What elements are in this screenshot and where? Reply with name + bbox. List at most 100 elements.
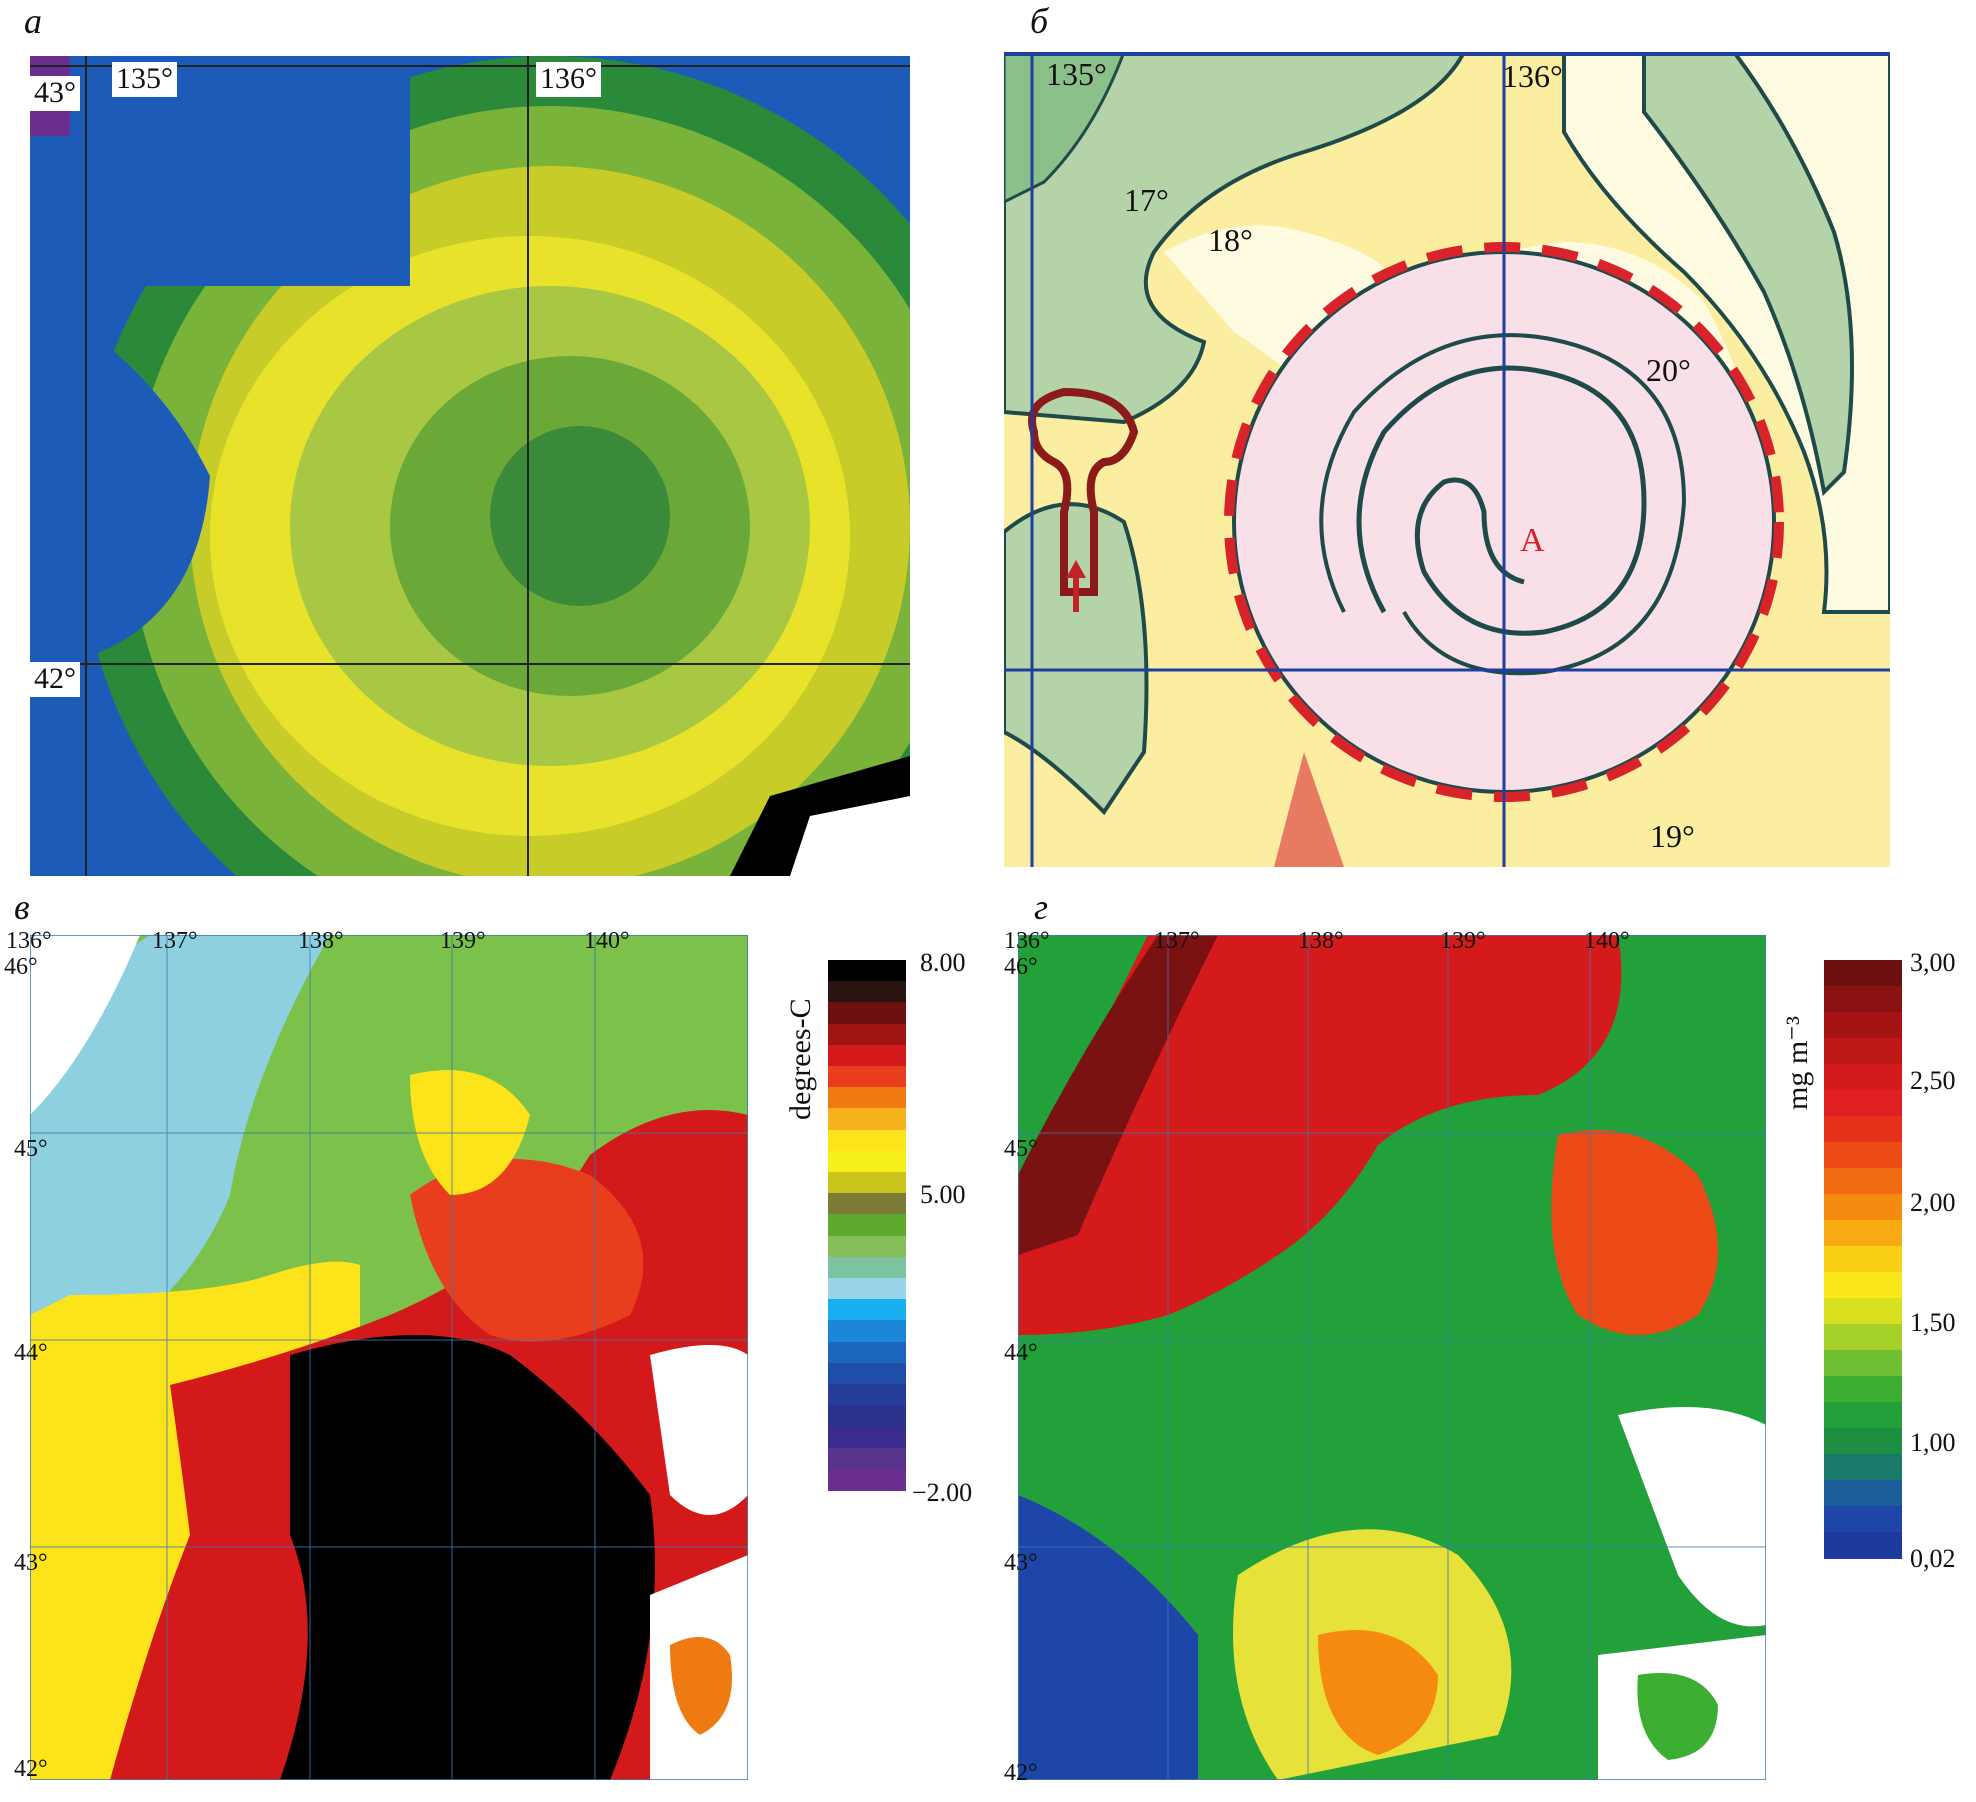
panel-a-sst-image xyxy=(30,56,910,876)
panel-a-lon-tick-135: 135° xyxy=(112,62,177,97)
panel-d-chlorophyll-image xyxy=(1018,935,1766,1780)
panel-d-lat-tick-44: 44° xyxy=(1004,1340,1038,1366)
panel-d-colorbar-swatch xyxy=(1824,1402,1902,1429)
panel-b-isotherm-19: 19° xyxy=(1650,818,1695,854)
panel-c-lon-tick-137: 137° xyxy=(152,928,198,954)
panel-d-colorbar-swatch xyxy=(1824,1428,1902,1455)
panel-d-colorbar-swatch xyxy=(1824,1168,1902,1195)
panel-d-lon-tick-138: 138° xyxy=(1298,928,1344,954)
panel-d-colorbar-swatch xyxy=(1824,1064,1902,1091)
panel-c-lon-tick-140: 140° xyxy=(584,928,630,954)
panel-c-lat-tick-45: 45° xyxy=(14,1136,48,1162)
panel-d-lat-tick-46: 46° xyxy=(1004,954,1038,980)
panel-d-colorbar-swatch xyxy=(1824,1350,1902,1377)
panel-d-colorbar-tick-2-00: 2,00 xyxy=(1910,1188,1956,1217)
panel-c-colorbar-swatch xyxy=(828,1172,906,1194)
panel-c-colorbar-swatch xyxy=(828,1426,906,1449)
panel-c-colorbar-swatch xyxy=(828,1405,906,1427)
panel-d-colorbar-swatch xyxy=(1824,1246,1902,1273)
panel-d-colorbar-swatch xyxy=(1824,1480,1902,1507)
panel-c-colorbar-swatch xyxy=(828,1108,906,1131)
panel-d-lat-tick-42: 42° xyxy=(1004,1760,1038,1786)
panel-c-colorbar-swatch xyxy=(828,1044,906,1067)
panel-c-colorbar-swatch xyxy=(828,1066,906,1088)
panel-c-lat-tick-44: 44° xyxy=(14,1340,48,1366)
panel-c-colorbar-swatch xyxy=(828,1087,906,1109)
panel-c-colorbar-swatch xyxy=(828,960,906,982)
panel-c: в 136° 137° 138° 139° 140° 46° 45° 4 xyxy=(0,880,1000,1802)
panel-c-label: в xyxy=(14,887,30,927)
panel-d-lon-tick-140: 140° xyxy=(1584,928,1630,954)
panel-c-lon-tick-139: 139° xyxy=(440,928,486,954)
panel-c-colorbar-swatch xyxy=(828,1256,906,1279)
panel-c-colorbar-swatch xyxy=(828,1193,906,1215)
panel-d-colorbar-swatch xyxy=(1824,1012,1902,1039)
panel-d-colorbar-tick-1-00: 1,00 xyxy=(1910,1428,1956,1457)
panel-c-colorbar-swatch xyxy=(828,1150,906,1173)
panel-a-lat-tick-43: 43° xyxy=(30,76,80,111)
panel-c-colorbar-swatch xyxy=(828,1214,906,1237)
panel-c-colorbar-swatch xyxy=(828,1468,906,1491)
panel-c-colorbar-swatch xyxy=(828,1002,906,1025)
panel-c-colorbar-swatch xyxy=(828,981,906,1003)
panel-d-lat-tick-43: 43° xyxy=(1004,1550,1038,1576)
panel-d-colorbar-tick-3-00: 3,00 xyxy=(1910,948,1956,977)
panel-c-colorbar-swatch xyxy=(828,1362,906,1385)
panel-d-colorbar-swatch xyxy=(1824,1116,1902,1143)
panel-c-lon-tick-136: 136° xyxy=(6,928,52,954)
panel-c-colorbar-swatch xyxy=(828,1447,906,1470)
panel-b-eddy-label: A xyxy=(1520,522,1545,559)
panel-d-lon-tick-137: 137° xyxy=(1154,928,1200,954)
panel-b: б 135° 136° 17° 18° 20° 19° A xyxy=(990,0,1976,880)
panel-d-lon-tick-139: 139° xyxy=(1440,928,1486,954)
panel-d-lat-tick-45: 45° xyxy=(1004,1136,1038,1162)
panel-c-lat-tick-43: 43° xyxy=(14,1550,48,1576)
panel-d-colorbar-swatch xyxy=(1824,1324,1902,1351)
panel-c-colorbar-tick-min: −2.00 xyxy=(912,1478,973,1507)
panel-d-label: г xyxy=(1034,887,1049,927)
panel-c-colorbar-swatch xyxy=(828,1235,906,1258)
panel-c-colorbar-swatch xyxy=(828,1023,906,1046)
panel-d-colorbar-swatch xyxy=(1824,1532,1902,1559)
panel-c-colorbar-swatch xyxy=(828,1299,906,1321)
panel-d-colorbar-tick-1-50: 1,50 xyxy=(1910,1308,1956,1337)
panel-a-lat-tick-42: 42° xyxy=(30,662,80,697)
panel-d-colorbar-swatch xyxy=(1824,986,1902,1013)
panel-b-lon-tick-135: 135° xyxy=(1046,56,1107,92)
panel-c-colorbar-swatch xyxy=(828,1384,906,1406)
panel-d-colorbar-swatch xyxy=(1824,1194,1902,1221)
panel-d-colorbar-swatch xyxy=(1824,1038,1902,1065)
panel-a: а 43° 135° 136° 42° xyxy=(0,0,910,880)
panel-d-colorbar-swatch xyxy=(1824,1220,1902,1247)
panel-d-colorbar-swatch xyxy=(1824,1506,1902,1533)
panel-c-colorbar-title: degrees-C xyxy=(784,998,817,1120)
panel-b-isotherm-18: 18° xyxy=(1208,222,1253,258)
panel-d-colorbar-swatch xyxy=(1824,1090,1902,1117)
panel-d: г 136° 137° 138° 139° 140° 46° 45° 44° xyxy=(1000,880,1976,1802)
panel-c-colorbar-tick-max: 8.00 xyxy=(920,948,966,977)
panel-c-colorbar xyxy=(828,960,906,1491)
panel-a-label: а xyxy=(24,1,42,41)
panel-b-isotherm-17: 17° xyxy=(1124,182,1169,218)
panel-c-lat-tick-46: 46° xyxy=(4,954,38,980)
panel-d-colorbar-swatch xyxy=(1824,1142,1902,1169)
panel-c-colorbar-tick-mid: 5.00 xyxy=(920,1180,966,1209)
panel-c-colorbar-swatch xyxy=(828,1129,906,1152)
panel-d-colorbar-swatch xyxy=(1824,1376,1902,1403)
panel-b-schematic xyxy=(1004,52,1890,867)
panel-d-colorbar-tick-2-50: 2,50 xyxy=(1910,1066,1956,1095)
panel-b-label: б xyxy=(1030,1,1049,41)
panel-d-colorbar-swatch xyxy=(1824,1454,1902,1481)
panel-d-colorbar-swatch xyxy=(1824,1298,1902,1325)
panel-d-colorbar-swatch xyxy=(1824,960,1902,987)
panel-a-lon-tick-136: 136° xyxy=(536,62,601,97)
panel-c-colorbar-swatch xyxy=(828,1341,906,1364)
panel-d-colorbar-swatch xyxy=(1824,1272,1902,1299)
panel-c-colorbar-swatch xyxy=(828,1278,906,1300)
panel-c-sst-image xyxy=(30,935,748,1780)
panel-d-lon-tick-136: 136° xyxy=(1004,928,1050,954)
panel-c-lat-tick-42: 42° xyxy=(14,1756,48,1782)
panel-d-colorbar-title: mg m⁻³ xyxy=(1781,1016,1814,1110)
panel-c-lon-tick-138: 138° xyxy=(298,928,344,954)
panel-b-isotherm-20: 20° xyxy=(1646,352,1691,388)
